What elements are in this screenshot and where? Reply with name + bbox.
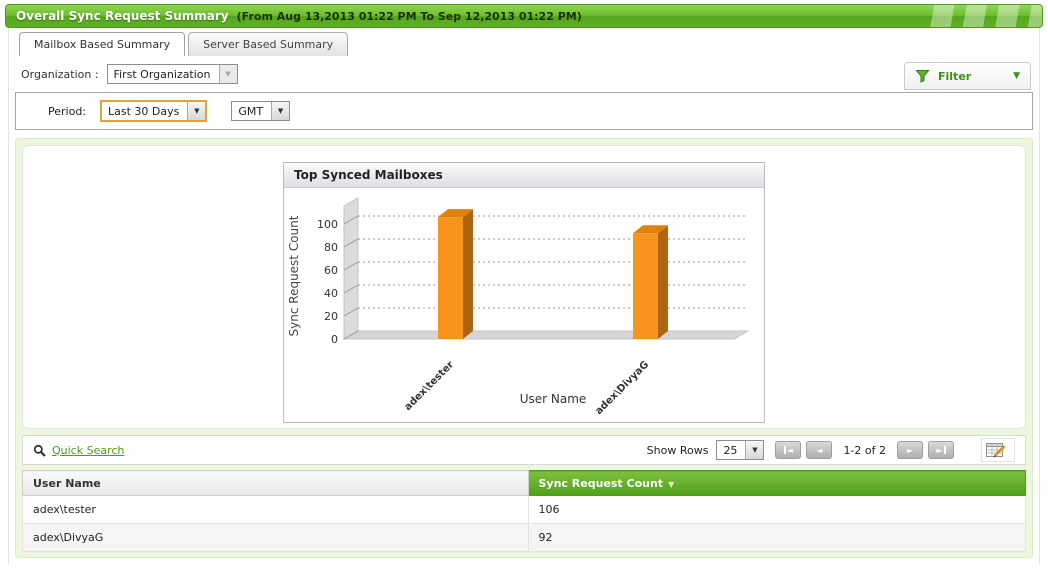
svg-text:100: 100 [317,218,338,231]
chart-container: Top Synced Mailboxes 0 20 40 60 80 100 adex\te… [22,145,1026,429]
top-synced-mailboxes-chart: 0 20 40 60 80 100 adex\tester adex\DivyaG User N… [287,197,750,417]
first-page-button[interactable]: ◄ [775,441,802,459]
tab-label: Server Based Summary [203,38,334,51]
next-page-button[interactable]: ► [897,441,923,459]
timezone-value: GMT [238,104,264,118]
page-title-bar: Overall Sync Request Summary (From Aug 1… [5,4,1043,28]
edit-columns-icon [986,443,1006,458]
arrow-left-icon: ◄ [816,445,823,455]
column-header-label: Sync Request Count [538,476,664,490]
period-select[interactable]: Last 30 Days ▼ [100,100,208,122]
timezone-select[interactable]: GMT ▼ [231,101,291,121]
cell-sync-request-count: 92 [527,523,1026,552]
search-icon [33,444,46,457]
category-label: adex\DivyaG [593,359,651,417]
titlebar-stripes-decoration [922,5,1042,27]
edit-columns-button[interactable] [981,438,1015,462]
table-header-row: User Name Sync Request Count ▼ [22,470,1026,496]
svg-text:40: 40 [324,287,338,300]
show-rows-value: 25 [723,443,738,457]
chevron-down-icon: ▼ [1013,71,1020,81]
arrow-left-icon: ◄ [786,445,794,455]
filter-funnel-icon [915,70,930,83]
svg-text:60: 60 [324,264,338,277]
report-panel: Top Synced Mailboxes 0 20 40 60 80 100 adex\te… [15,138,1033,558]
organization-row: Organization : First Organization ▼ [21,62,1039,86]
prev-page-button[interactable]: ◄ [806,441,833,459]
quick-search: Quick Search [33,444,124,457]
table-row: adex\tester 106 [22,495,1026,524]
column-header-user-name[interactable]: User Name [22,470,529,496]
dropdown-arrow-icon: ▼ [745,441,764,459]
page-info: 1-2 of 2 [843,443,886,457]
tab-label: Mailbox Based Summary [34,38,171,51]
tab-strip: Mailbox Based Summary Server Based Summa… [9,28,1039,56]
category-label: adex\tester [403,359,457,413]
dropdown-arrow-icon: ▼ [271,102,290,120]
table-toolbar: Quick Search Show Rows 25 ▼ ◄ ◄ 1-2 of 2… [22,435,1026,465]
svg-text:0: 0 [331,333,338,346]
period-label: Period: [48,104,87,118]
tab-mailbox-based-summary[interactable]: Mailbox Based Summary [19,32,186,56]
chart-bar[interactable] [438,209,473,339]
results-table: User Name Sync Request Count ▼ adex\teste… [22,470,1026,552]
page-title: Overall Sync Request Summary [16,9,229,23]
quick-search-link[interactable]: Quick Search [52,443,125,457]
chart-panel: Top Synced Mailboxes 0 20 40 60 80 100 adex\te… [283,162,765,423]
dropdown-arrow-icon: ▼ [187,102,206,120]
period-value: Last 30 Days [108,104,180,118]
dropdown-arrow-icon: ▼ [218,65,237,83]
period-filter-box: Period: Last 30 Days ▼ GMT ▼ [15,92,1033,130]
y-axis-title: Sync Request Count [287,215,301,336]
report-date-range: (From Aug 13,2013 01:22 PM To Sep 12,201… [236,9,582,23]
svg-text:20: 20 [324,310,338,323]
content-frame: Mailbox Based Summary Server Based Summa… [8,28,1040,565]
chart-title: Top Synced Mailboxes [284,163,764,188]
organization-select[interactable]: First Organization ▼ [106,64,238,84]
arrow-right-icon: ► [936,445,943,455]
filter-button-label: Filter [938,69,972,83]
show-rows-select[interactable]: 25 ▼ [716,440,765,460]
organization-label: Organization : [21,67,99,81]
show-rows-label: Show Rows [646,443,709,457]
cell-user-name: adex\DivyaG [22,523,529,552]
cell-sync-request-count: 106 [527,495,1026,524]
svg-text:80: 80 [324,241,338,254]
last-page-button[interactable]: ► [928,441,954,459]
first-page-icon [783,446,786,454]
organization-value: First Organization [113,67,211,81]
x-axis-title: User Name [520,392,587,406]
tab-server-based-summary[interactable]: Server Based Summary [188,32,349,56]
filter-button[interactable]: Filter ▼ [904,62,1031,90]
table-row: adex\DivyaG 92 [22,523,1026,552]
cell-user-name: adex\tester [22,495,529,524]
sort-desc-icon: ▼ [668,479,675,489]
pagination-controls: Show Rows 25 ▼ ◄ ◄ 1-2 of 2 ► ► [647,438,1015,462]
arrow-right-icon: ► [906,445,914,455]
column-header-sync-request-count[interactable]: Sync Request Count ▼ [527,470,1026,496]
chart-bar[interactable] [633,225,668,339]
last-page-icon [943,446,946,454]
